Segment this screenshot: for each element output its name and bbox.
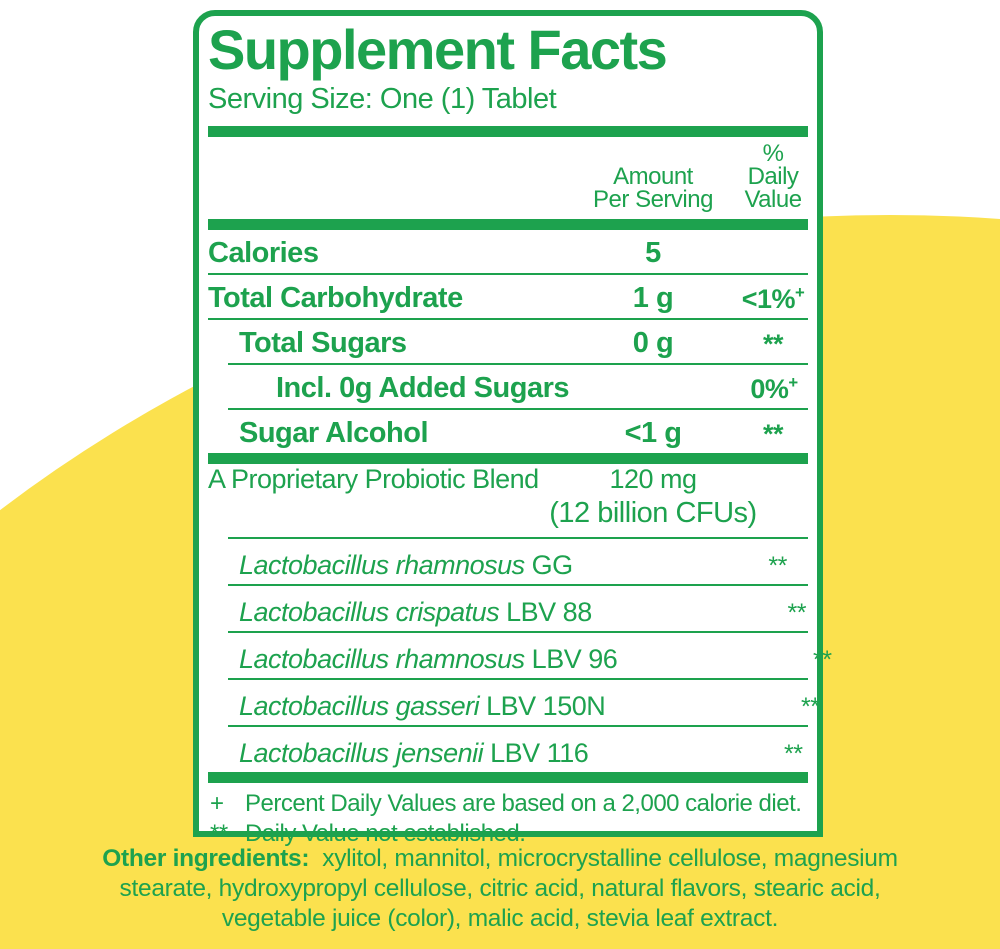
row-separator (228, 537, 808, 539)
facts-rows: Calories 5 Total Carbohydrate 1 g <1%+ T… (208, 230, 832, 772)
amount-header-line1: Amount (613, 163, 693, 190)
nutrient-name: Total Sugars (239, 327, 407, 359)
table-row: Incl. 0g Added Sugars 0%+ (208, 365, 808, 408)
daily-value: ** (768, 552, 787, 580)
footnote-text: Percent Daily Values are based on a 2,00… (245, 790, 802, 817)
amount-value: 1 g (632, 282, 674, 314)
row-separator (228, 631, 808, 633)
dv-header-line2: Value (744, 186, 802, 213)
panel-title: Supplement Facts (208, 18, 668, 81)
column-headers: Amount Per Serving % Daily Value (208, 142, 808, 215)
daily-value: ** (787, 599, 806, 627)
empty-header-cell (208, 142, 568, 215)
daily-value: 0%+ (750, 373, 798, 404)
nutrient-name: A Proprietary Probiotic Blend (208, 464, 539, 494)
dv-header-line1: % Daily (747, 140, 799, 190)
other-ingredients-label: Other ingredients: (102, 845, 310, 872)
table-row: A Proprietary Probiotic Blend 120 mg (12… (208, 464, 808, 537)
table-row: Lactobacillus gasseri LBV 150N ** (208, 680, 820, 725)
daily-value: <1%+ (741, 283, 805, 314)
other-ingredients-text: xylitol, mannitol, microcrystalline cell… (119, 845, 899, 932)
amount-value: 5 (645, 237, 661, 269)
amount-value: <1 g (624, 417, 682, 449)
amount-value: 120 mg (609, 464, 697, 494)
table-row: Lactobacillus rhamnosus LBV 96 ** (208, 633, 832, 678)
thick-divider-bar (208, 772, 808, 783)
table-row: Sugar Alcohol <1 g ** (208, 410, 808, 453)
nutrient-name: Lactobacillus rhamnosus GG (239, 550, 573, 580)
nutrient-name: Sugar Alcohol (239, 417, 429, 449)
footnotes: + Percent Daily Values are based on a 2,… (208, 789, 808, 849)
daily-value: ** (812, 646, 832, 674)
daily-value: ** (800, 693, 820, 721)
nutrient-name: Lactobacillus crispatus LBV 88 (239, 597, 592, 627)
row-separator (228, 725, 808, 727)
table-row: Total Sugars 0 g ** (208, 320, 808, 363)
table-row: Lactobacillus rhamnosus GG ** (208, 539, 808, 584)
other-ingredients: Other ingredients: xylitol, mannitol, mi… (70, 844, 930, 934)
daily-value: ** (783, 740, 803, 768)
row-separator (208, 318, 808, 320)
amount-value: 0 g (632, 327, 674, 359)
table-row: Calories 5 (208, 230, 808, 273)
thick-divider-bar (208, 126, 808, 137)
nutrient-name: Lactobacillus rhamnosus LBV 96 (239, 644, 618, 674)
amount-header-line2: Per Serving (593, 186, 713, 213)
nutrient-name: Calories (208, 237, 319, 269)
daily-value: ** (763, 329, 784, 359)
serving-size: Serving Size: One (1) Tablet (208, 83, 557, 115)
row-separator (228, 408, 808, 410)
row-separator (228, 678, 808, 680)
amount-subline: (12 billion CFUs) (549, 497, 757, 529)
footnote-percent-daily-values: + Percent Daily Values are based on a 2,… (208, 789, 808, 819)
amount-per-serving-header: Amount Per Serving (568, 165, 738, 215)
table-row: Lactobacillus crispatus LBV 88 ** (208, 586, 808, 631)
supplement-facts-panel: Supplement Facts Serving Size: One (1) T… (193, 10, 832, 847)
plus-symbol: + (210, 790, 224, 817)
daily-value-header: % Daily Value (738, 142, 808, 215)
row-separator (228, 363, 808, 365)
footnote-text: Daily Value not established. (245, 820, 526, 847)
table-row: Lactobacillus jensenii LBV 116 ** (208, 727, 808, 772)
nutrient-name: Lactobacillus gasseri LBV 150N (239, 691, 606, 721)
nutrient-name: Lactobacillus jensenii LBV 116 (239, 738, 589, 768)
double-asterisk-symbol: ** (210, 820, 228, 847)
nutrient-name: Total Carbohydrate (208, 282, 463, 314)
table-row: Total Carbohydrate 1 g <1%+ (208, 275, 808, 318)
nutrient-name: Incl. 0g Added Sugars (276, 372, 569, 404)
row-separator (208, 273, 808, 275)
daily-value: ** (763, 419, 784, 449)
thick-divider-bar (208, 453, 808, 464)
thick-divider-bar (208, 219, 808, 230)
footnote-daily-value-not-established: ** Daily Value not established. (208, 819, 808, 849)
row-separator (228, 584, 808, 586)
